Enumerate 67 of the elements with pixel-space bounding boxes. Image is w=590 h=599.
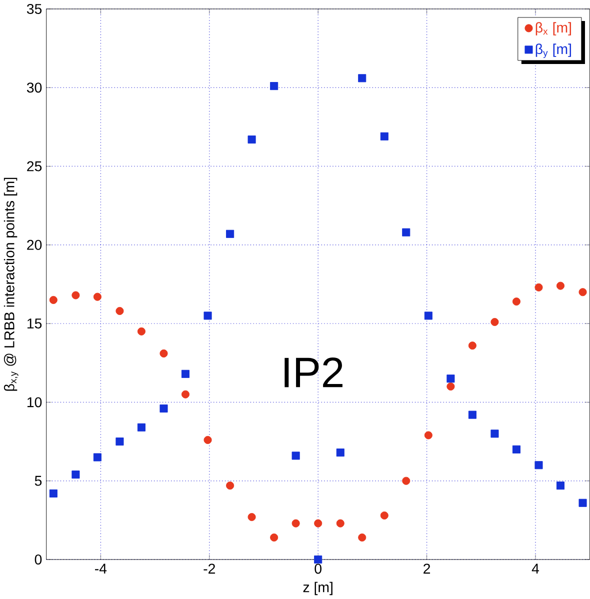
point xyxy=(116,306,124,315)
legend-label: β$_{x}$ [m] xyxy=(536,22,571,36)
x-tick-label: 4 xyxy=(532,564,539,574)
point xyxy=(204,436,212,444)
point xyxy=(160,404,168,413)
point xyxy=(490,318,499,326)
point xyxy=(49,296,58,304)
point xyxy=(49,489,58,498)
point xyxy=(314,555,322,564)
y-tick-label: 35 xyxy=(26,4,42,14)
point xyxy=(512,445,520,454)
point xyxy=(137,423,146,432)
y-tick-label: 15 xyxy=(27,318,42,328)
point xyxy=(226,482,234,490)
point xyxy=(160,349,168,358)
point xyxy=(292,452,300,460)
x-tick-label: -2 xyxy=(204,564,215,574)
point xyxy=(380,132,388,140)
x-tick-label: -4 xyxy=(94,564,107,574)
point xyxy=(314,519,322,528)
point xyxy=(336,519,344,528)
y-axis-title: β$_{x,y}$ @ LRBB interaction points [m] xyxy=(4,178,18,391)
point xyxy=(270,82,278,90)
point xyxy=(380,511,388,520)
point xyxy=(93,453,102,462)
point xyxy=(72,291,80,300)
point xyxy=(358,533,366,542)
point xyxy=(204,312,212,320)
point xyxy=(578,498,587,507)
point xyxy=(424,312,432,320)
y-tick-label: 10 xyxy=(27,397,42,408)
point xyxy=(556,282,564,290)
x-axis-title: z [m] xyxy=(303,582,332,596)
point xyxy=(336,448,344,457)
point xyxy=(534,461,543,470)
point xyxy=(181,390,190,398)
point xyxy=(402,476,410,485)
point xyxy=(248,135,256,144)
y-tick-label: 0 xyxy=(34,554,42,565)
point xyxy=(270,533,278,542)
point xyxy=(116,438,124,446)
point xyxy=(248,513,256,522)
point xyxy=(556,482,564,490)
point xyxy=(226,230,234,238)
point xyxy=(534,283,543,292)
point xyxy=(490,430,499,438)
point xyxy=(93,292,102,301)
point xyxy=(137,327,146,336)
point xyxy=(424,431,432,440)
point xyxy=(358,74,366,82)
annotation: IP2 xyxy=(284,357,342,388)
x-tick-label: 2 xyxy=(423,564,430,574)
point xyxy=(512,298,520,306)
point xyxy=(181,370,190,378)
point xyxy=(468,410,476,419)
legend-label: β$_{y}$ [m] xyxy=(536,44,571,58)
point xyxy=(446,374,455,383)
point xyxy=(72,470,80,479)
point xyxy=(292,519,300,528)
y-tick-label: 30 xyxy=(26,82,42,93)
point xyxy=(446,382,455,391)
y-tick-label: 5 xyxy=(34,476,42,486)
point xyxy=(402,228,410,236)
point xyxy=(468,342,476,350)
y-tick-label: 25 xyxy=(27,161,42,172)
y-tick-label: 20 xyxy=(27,240,42,250)
x-tick-label: 0 xyxy=(314,564,322,574)
